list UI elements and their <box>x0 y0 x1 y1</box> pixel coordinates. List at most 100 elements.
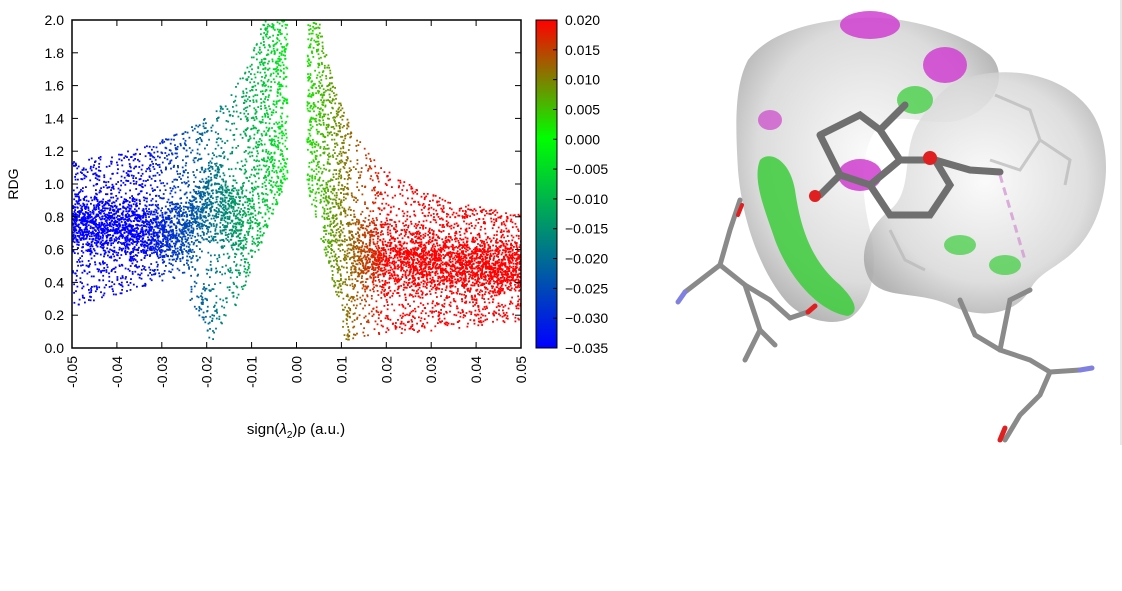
scatter-point <box>481 209 484 211</box>
scatter-point <box>417 230 420 233</box>
scatter-point <box>423 192 425 195</box>
scatter-point <box>152 217 154 220</box>
scatter-point <box>366 247 369 249</box>
scatter-point <box>74 195 77 198</box>
scatter-point <box>94 172 97 175</box>
scatter-point <box>184 169 187 171</box>
scatter-point <box>285 132 287 135</box>
scatter-point <box>352 166 355 168</box>
scatter-point <box>332 239 335 242</box>
scatter-point <box>415 267 418 270</box>
scatter-point <box>505 219 508 222</box>
scatter-point <box>279 92 282 95</box>
scatter-point <box>103 212 105 215</box>
scatter-point <box>228 240 230 243</box>
scatter-point <box>327 212 329 215</box>
scatter-point <box>372 241 375 244</box>
scatter-point <box>206 225 209 228</box>
scatter-point <box>108 212 111 215</box>
scatter-point <box>348 312 351 315</box>
scatter-point <box>330 126 333 128</box>
scatter-point <box>216 270 218 273</box>
scatter-point <box>211 214 214 217</box>
scatter-point <box>145 233 148 235</box>
scatter-point <box>79 171 82 174</box>
scatter-point <box>361 224 363 227</box>
scatter-point <box>206 130 208 133</box>
scatter-point <box>258 144 261 146</box>
scatter-point <box>338 122 340 124</box>
scatter-point <box>99 237 102 240</box>
scatter-point <box>105 269 108 271</box>
scatter-point <box>77 193 79 196</box>
scatter-point <box>166 243 169 245</box>
scatter-point <box>374 201 377 204</box>
scatter-point <box>116 229 118 232</box>
scatter-point <box>411 187 414 190</box>
scatter-point <box>346 239 348 241</box>
scatter-point <box>333 116 335 119</box>
scatter-point <box>436 200 439 203</box>
scatter-point <box>191 129 194 132</box>
scatter-point <box>330 223 333 225</box>
scatter-point <box>150 177 153 180</box>
scatter-point <box>284 51 286 53</box>
scatter-point <box>420 281 423 284</box>
scatter-point <box>364 288 366 291</box>
scatter-point <box>101 205 104 208</box>
scatter-point <box>501 303 503 306</box>
scatter-point <box>336 222 339 225</box>
scatter-point <box>517 213 520 216</box>
scatter-point <box>247 232 249 235</box>
scatter-point <box>137 228 139 230</box>
scatter-point <box>78 214 81 217</box>
scatter-point <box>492 267 495 269</box>
scatter-point <box>221 108 224 110</box>
scatter-point <box>309 77 311 80</box>
scatter-point <box>420 245 422 248</box>
scatter-point <box>75 279 78 282</box>
scatter-point <box>167 239 169 242</box>
scatter-point <box>312 25 314 28</box>
scatter-point <box>364 227 367 230</box>
scatter-point <box>341 184 344 187</box>
scatter-point <box>275 70 278 73</box>
scatter-point <box>193 285 196 288</box>
scatter-point <box>222 246 225 249</box>
scatter-point <box>278 30 280 33</box>
scatter-point <box>337 184 340 187</box>
scatter-point <box>186 196 188 199</box>
scatter-point <box>160 228 162 231</box>
scatter-point <box>402 184 405 187</box>
scatter-point <box>357 259 359 262</box>
scatter-point <box>465 265 467 268</box>
scatter-point <box>307 94 310 97</box>
scatter-point <box>136 233 139 236</box>
scatter-point <box>356 221 358 223</box>
scatter-point <box>186 225 189 228</box>
scatter-point <box>321 45 324 48</box>
scatter-point <box>170 217 173 220</box>
scatter-point <box>366 261 369 264</box>
scatter-point <box>204 211 207 214</box>
scatter-point <box>332 214 335 217</box>
scatter-point <box>517 280 520 283</box>
scatter-point <box>461 252 464 255</box>
scatter-point <box>455 274 458 277</box>
scatter-point <box>477 305 480 307</box>
scatter-point <box>457 270 460 273</box>
scatter-point <box>506 248 509 251</box>
scatter-point <box>425 219 428 222</box>
scatter-point <box>204 287 207 290</box>
scatter-point <box>176 212 179 214</box>
scatter-point <box>390 256 393 259</box>
scatter-point <box>83 204 85 207</box>
scatter-point <box>205 238 208 240</box>
scatter-point <box>364 268 366 271</box>
scatter-point <box>93 249 96 252</box>
scatter-point <box>195 139 198 141</box>
scatter-point <box>400 322 403 325</box>
scatter-point <box>349 214 352 216</box>
scatter-point <box>511 221 514 224</box>
scatter-point <box>318 166 320 168</box>
